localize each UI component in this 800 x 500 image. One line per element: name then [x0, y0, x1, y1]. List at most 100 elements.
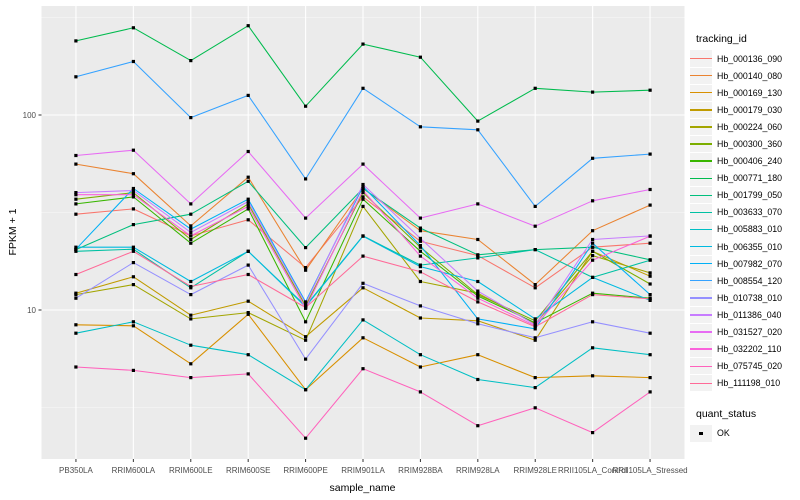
data-point: [246, 207, 250, 211]
data-point: [361, 195, 365, 199]
data-point: [74, 39, 78, 43]
legend-key-swatch: [690, 221, 712, 238]
data-point: [361, 318, 365, 322]
legend-item-label: Hb_007982_070: [717, 258, 783, 269]
legend-item-label: Hb_000179_030: [717, 104, 783, 115]
x-tick-label: RRIM600LA: [112, 466, 156, 475]
data-point: [246, 272, 250, 277]
legend-key-line: [690, 211, 712, 214]
data-point: [533, 319, 537, 323]
legend-key-swatch: [690, 358, 712, 375]
data-point: [476, 353, 480, 357]
data-point: [361, 186, 365, 191]
data-point: [476, 202, 480, 206]
data-point: [131, 324, 135, 328]
data-point: [189, 279, 193, 284]
data-point: [131, 59, 135, 64]
data-point: [74, 153, 78, 158]
data-point: [533, 86, 537, 90]
legend: tracking_id Hb_000136_090 Hb_000140_080 Hb…: [690, 32, 800, 442]
data-point: [361, 234, 365, 238]
data-point: [648, 241, 652, 245]
data-point: [131, 368, 135, 372]
legend-item-Hb_111198_010: Hb_111198_010: [690, 375, 800, 392]
data-point: [476, 279, 480, 284]
data-point: [189, 237, 193, 242]
legend-key-swatch: [690, 341, 712, 358]
data-point: [418, 365, 422, 369]
data-point: [361, 254, 365, 258]
data-point: [131, 245, 135, 249]
data-point: [189, 59, 193, 63]
data-point: [189, 212, 193, 216]
legend-key-line: [690, 74, 712, 77]
legend-item-Hb_008554_120: Hb_008554_120: [690, 272, 800, 289]
legend-key-swatch: [690, 187, 712, 204]
legend-item-Hb_000224_060: Hb_000224_060: [690, 118, 800, 136]
legend-item-Hb_075745_020: Hb_075745_020: [690, 358, 800, 375]
data-point: [648, 376, 652, 380]
data-point: [74, 245, 78, 249]
data-point: [591, 346, 595, 350]
data-point: [591, 254, 595, 258]
x-tick-label: RRIM600SE: [226, 466, 270, 475]
data-point: [361, 86, 365, 90]
data-point: [418, 239, 422, 243]
legend-item-Hb_003633_070: Hb_003633_070: [690, 204, 800, 221]
data-point: [476, 424, 480, 428]
data-point: [74, 331, 78, 335]
data-point: [418, 390, 422, 394]
data-point: [131, 148, 135, 152]
legend-items-tracking-id: Hb_000136_090 Hb_000140_080 Hb_000169_130 H…: [690, 50, 800, 392]
data-point: [131, 186, 135, 191]
data-point: [189, 313, 193, 317]
data-point: [189, 227, 193, 231]
data-point: [246, 249, 250, 253]
data-point: [361, 336, 365, 340]
data-point: [361, 184, 365, 189]
data-point: [131, 261, 135, 265]
x-tick-label: RRII105LA_Stressed: [612, 466, 687, 475]
data-point: [648, 271, 652, 275]
data-point: [648, 353, 652, 357]
legend-item-Hb_007982_070: Hb_007982_070: [690, 255, 800, 272]
data-point: [74, 191, 78, 195]
x-tick-label: RRIM928LE: [513, 466, 557, 475]
data-point: [591, 241, 595, 245]
legend-item-label: Hb_005883_010: [717, 224, 783, 235]
x-tick-label: RRIM600PE: [283, 466, 327, 475]
data-point: [533, 248, 537, 252]
data-point: [74, 293, 78, 297]
legend-key-swatch: [690, 153, 712, 170]
data-point: [189, 224, 193, 228]
data-point: [648, 293, 652, 297]
data-point: [246, 263, 250, 267]
legend-key-line: [690, 280, 712, 282]
legend-key-swatch: [690, 425, 712, 442]
legend-key-line: [690, 297, 712, 299]
data-point: [131, 188, 135, 193]
data-point: [648, 331, 652, 335]
data-point: [74, 212, 78, 216]
data-point: [533, 338, 537, 342]
data-point: [418, 265, 422, 269]
data-point: [476, 128, 480, 132]
data-point: [591, 245, 595, 249]
data-point: [189, 317, 193, 321]
x-tick-label: RRIM928LA: [456, 466, 500, 475]
data-point: [418, 249, 422, 253]
data-point: [476, 289, 480, 293]
data-point: [131, 249, 135, 253]
data-point: [246, 312, 250, 316]
data-point: [648, 187, 652, 192]
data-point: [189, 230, 193, 234]
data-point: [304, 216, 308, 220]
data-point: [476, 256, 480, 260]
data-point: [418, 236, 422, 240]
data-point: [74, 247, 78, 251]
data-point: [418, 226, 422, 230]
data-point: [74, 193, 78, 197]
legend-item-label: Hb_075745_020: [717, 361, 783, 372]
data-point: [304, 266, 308, 270]
data-point: [131, 191, 135, 195]
